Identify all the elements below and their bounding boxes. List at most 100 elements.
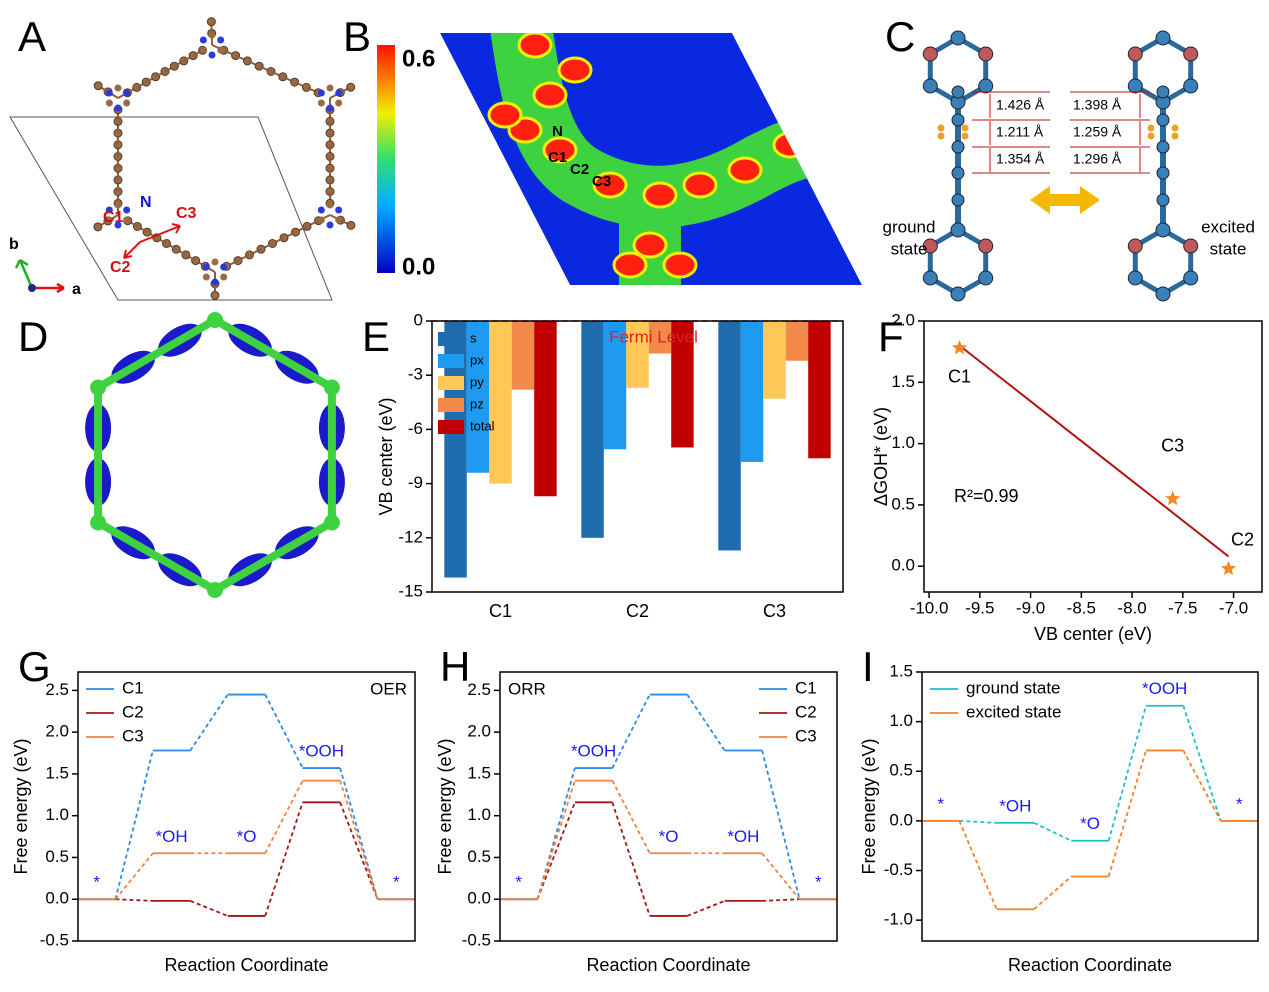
state-label: * xyxy=(515,873,522,892)
ring-atom xyxy=(922,78,938,94)
triazine-atom xyxy=(211,258,219,266)
bond-length: 1.354 Å xyxy=(996,151,1045,167)
triazine-atom xyxy=(123,89,131,97)
density-hotspot xyxy=(487,101,523,129)
legend-label: pz xyxy=(470,396,484,411)
bar xyxy=(489,321,512,484)
panel-label: A xyxy=(18,13,46,60)
y-axis-label: VB center (eV) xyxy=(376,397,396,515)
y-axis-label: Free energy (eV) xyxy=(859,738,879,874)
triazine-atom xyxy=(114,84,122,92)
triazine-atom xyxy=(326,201,334,209)
connector xyxy=(536,780,576,900)
y-tick-label: -15 xyxy=(398,581,423,600)
state-label: *O xyxy=(237,827,257,846)
triazine-atom xyxy=(199,36,207,44)
state-label: *OH xyxy=(999,796,1031,815)
triazine-atom xyxy=(123,99,131,107)
x-axis-label: Reaction Coordinate xyxy=(1008,955,1172,975)
density-hotspot xyxy=(557,56,593,84)
x-tick-label: C2 xyxy=(626,601,649,621)
x-tick-label: -8.5 xyxy=(1067,598,1096,617)
y-tick-label: -0.5 xyxy=(462,930,491,949)
electron xyxy=(1171,132,1179,140)
y-tick-label: 1.5 xyxy=(891,372,915,391)
triazine-atom xyxy=(317,216,325,224)
node-atom xyxy=(207,582,223,598)
state-label: * xyxy=(937,794,944,813)
bar xyxy=(626,321,649,388)
bar xyxy=(648,321,672,354)
y-tick-label: -12 xyxy=(398,527,423,546)
ring-atom xyxy=(1127,46,1143,62)
triazine-atom xyxy=(317,99,325,107)
y-tick-label: -1.0 xyxy=(884,910,913,929)
triazine-atom xyxy=(211,278,219,286)
atom-label: C1 xyxy=(548,149,567,166)
panel-label: D xyxy=(18,313,48,360)
triazine-atom xyxy=(317,89,325,97)
legend-swatch xyxy=(438,354,464,368)
backbone xyxy=(212,316,334,391)
bar xyxy=(740,321,764,462)
state-label: *O xyxy=(1080,814,1100,833)
atom-label: C2 xyxy=(110,259,131,276)
connector xyxy=(1033,875,1072,910)
ring-atom xyxy=(950,222,966,238)
ring-atom xyxy=(1183,78,1199,94)
bond-length: 1.426 Å xyxy=(996,97,1045,113)
state-label: *OOH xyxy=(299,742,344,761)
atom-label: C3 xyxy=(176,205,197,222)
x-axis-label: Reaction Coordinate xyxy=(586,955,750,975)
state-label: *O xyxy=(659,827,679,846)
connector xyxy=(1033,822,1072,842)
state-label: * xyxy=(1236,794,1243,813)
node-atom xyxy=(90,514,107,531)
ring-atom xyxy=(1183,270,1199,286)
bar xyxy=(763,321,786,399)
y-tick-label: 0.0 xyxy=(45,889,69,908)
data-point xyxy=(1220,560,1237,576)
y-tick-label: 2.0 xyxy=(45,722,69,741)
panel-label: F xyxy=(878,313,904,360)
node-atom xyxy=(323,379,340,396)
y-tick-label: 1.0 xyxy=(891,433,915,452)
bond-length: 1.398 Å xyxy=(1073,97,1122,113)
ring-atom xyxy=(1155,222,1171,238)
bar xyxy=(603,321,627,450)
atom-label: N xyxy=(140,194,152,211)
unit-cell xyxy=(9,116,333,301)
connector xyxy=(114,750,154,900)
density-hotspot xyxy=(517,33,553,59)
bar xyxy=(581,321,604,538)
legend-label: C2 xyxy=(122,702,144,721)
legend-swatch xyxy=(438,332,464,346)
triazine-atom xyxy=(326,84,334,92)
y-tick-label: 1.5 xyxy=(45,763,69,782)
atom-label: C3 xyxy=(592,173,611,190)
plot-frame xyxy=(921,671,1259,942)
state-label: * xyxy=(815,873,822,892)
triazine-atom xyxy=(208,31,216,39)
data-point xyxy=(951,339,968,355)
ring-atom xyxy=(922,270,938,286)
axis-arrow-a xyxy=(32,282,65,294)
x-tick-label: -9.5 xyxy=(965,598,994,617)
connector xyxy=(959,819,997,824)
connector xyxy=(339,780,379,900)
connector xyxy=(1182,705,1222,822)
legend-label: ground state xyxy=(966,678,1061,697)
legend-label: s xyxy=(470,330,477,345)
triazine-atom xyxy=(208,51,216,59)
legend-label: py xyxy=(470,374,484,389)
electron xyxy=(1147,124,1155,132)
chain-atom xyxy=(951,113,965,127)
panel-label: E xyxy=(362,313,390,360)
chain-atom xyxy=(951,166,965,180)
triazine-atom xyxy=(114,221,122,229)
y-tick-label: 1.0 xyxy=(889,711,913,730)
axis-origin xyxy=(28,284,36,292)
triazine-atom xyxy=(202,263,210,271)
